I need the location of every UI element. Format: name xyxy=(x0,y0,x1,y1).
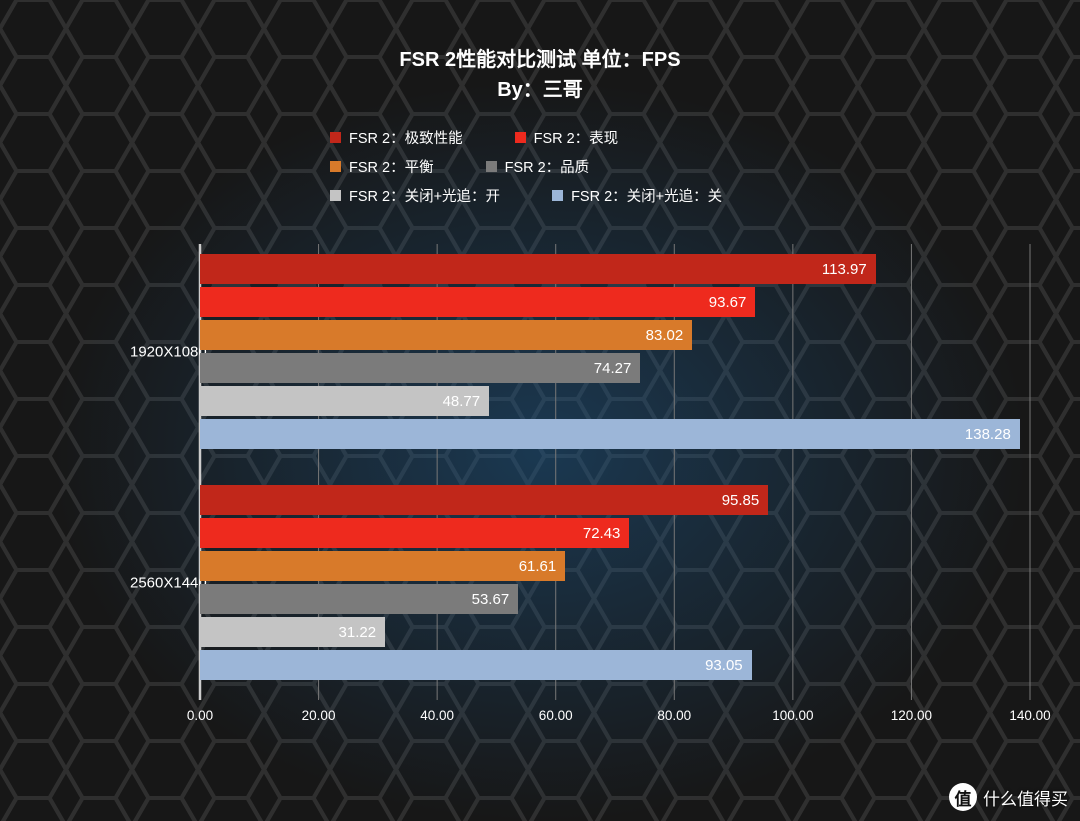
bar-row: 138.28 xyxy=(200,419,1030,449)
bar-value-label: 93.05 xyxy=(200,650,752,680)
bar-row: 61.61 xyxy=(200,551,1030,581)
legend-item: FSR 2：极致性能 xyxy=(330,127,463,148)
legend-swatch xyxy=(486,161,497,172)
bar-value-label: 113.97 xyxy=(200,254,876,284)
title-line-2: By：三哥 xyxy=(0,75,1080,105)
legend-swatch xyxy=(330,132,341,143)
legend-swatch xyxy=(515,132,526,143)
legend-swatch xyxy=(330,190,341,201)
bar-row: 83.02 xyxy=(200,320,1030,350)
legend-label: FSR 2：平衡 xyxy=(349,156,434,177)
watermark-text: 什么值得买 xyxy=(983,785,1068,810)
chart-title: FSR 2性能对比测试 单位：FPS By：三哥 xyxy=(0,0,1080,105)
bar-value-label: 93.67 xyxy=(200,287,755,317)
x-tick-label: 60.00 xyxy=(539,708,573,723)
bar-value-label: 138.28 xyxy=(200,419,1020,449)
legend-label: FSR 2：关闭+光追：开 xyxy=(349,185,500,206)
bar-value-label: 48.77 xyxy=(200,386,489,416)
bar-row: 72.43 xyxy=(200,518,1030,548)
watermark: 值 什么值得买 xyxy=(949,783,1068,811)
legend-item: FSR 2：品质 xyxy=(486,156,590,177)
bar-value-label: 83.02 xyxy=(200,320,692,350)
bar-row: 53.67 xyxy=(200,584,1030,614)
legend-item: FSR 2：关闭+光追：开 xyxy=(330,185,500,206)
watermark-badge: 值 xyxy=(949,783,977,811)
bar-value-label: 31.22 xyxy=(200,617,385,647)
category-label: 1920X1080 xyxy=(130,343,207,360)
x-tick-label: 20.00 xyxy=(302,708,336,723)
legend-item: FSR 2：关闭+光追：关 xyxy=(552,185,722,206)
bar-value-label: 74.27 xyxy=(200,353,640,383)
category-label: 2560X1440 xyxy=(130,574,207,591)
bar-row: 93.05 xyxy=(200,650,1030,680)
legend-item: FSR 2：表现 xyxy=(515,127,619,148)
legend-swatch xyxy=(552,190,563,201)
bar-row: 93.67 xyxy=(200,287,1030,317)
bar-row: 113.97 xyxy=(200,254,1030,284)
legend-swatch xyxy=(330,161,341,172)
chart-legend: FSR 2：极致性能FSR 2：表现FSR 2：平衡FSR 2：品质FSR 2：… xyxy=(330,127,750,206)
legend-label: FSR 2：表现 xyxy=(534,127,619,148)
bar-value-label: 95.85 xyxy=(200,485,768,515)
x-tick-label: 100.00 xyxy=(772,708,813,723)
chart-plot-area: 0.0020.0040.0060.0080.00100.00120.00140.… xyxy=(200,244,1030,754)
x-tick-label: 40.00 xyxy=(420,708,454,723)
x-tick-label: 140.00 xyxy=(1009,708,1050,723)
x-tick-label: 120.00 xyxy=(891,708,932,723)
x-tick-label: 80.00 xyxy=(657,708,691,723)
legend-label: FSR 2：品质 xyxy=(505,156,590,177)
legend-label: FSR 2：关闭+光追：关 xyxy=(571,185,722,206)
x-tick-label: 0.00 xyxy=(187,708,213,723)
bar-row: 74.27 xyxy=(200,353,1030,383)
bar-row: 48.77 xyxy=(200,386,1030,416)
title-line-1: FSR 2性能对比测试 单位：FPS xyxy=(0,45,1080,75)
bar-value-label: 53.67 xyxy=(200,584,518,614)
bar-row: 95.85 xyxy=(200,485,1030,515)
legend-label: FSR 2：极致性能 xyxy=(349,127,463,148)
legend-item: FSR 2：平衡 xyxy=(330,156,434,177)
bar-value-label: 61.61 xyxy=(200,551,565,581)
bar-value-label: 72.43 xyxy=(200,518,629,548)
bar-row: 31.22 xyxy=(200,617,1030,647)
